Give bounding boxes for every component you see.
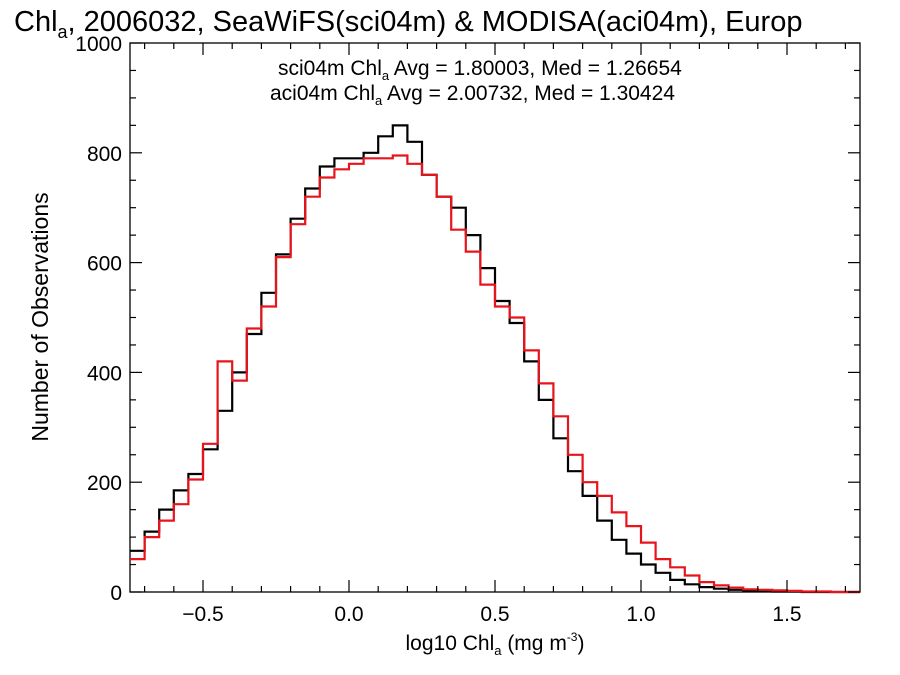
y-tick-label: 600 [87, 253, 122, 276]
y-tick-label: 800 [87, 143, 122, 166]
y-tick-label: 1000 [75, 33, 122, 56]
x-tick-label: 0.0 [334, 603, 363, 626]
plot-frame [129, 42, 861, 593]
stats-line-1: sci04m Chla Avg = 1.80003, Med = 1.26654 [278, 57, 682, 83]
x-tick-label: −0.5 [182, 603, 223, 626]
y-tick-label: 0 [110, 582, 122, 605]
x-axis-label: log10 Chla (mg m-3) [406, 630, 585, 658]
x-tick-label: 0.5 [480, 603, 509, 626]
stats-line-2: aci04m Chla Avg = 2.00732, Med = 1.30424 [270, 82, 675, 108]
axis-ticks: −0.5 0.0 0.5 1.0 1.5 0 200 400 600 800 1000 [75, 33, 860, 626]
series-2-line [130, 154, 860, 594]
x-tick-label: 1.0 [626, 603, 655, 626]
y-tick-label: 200 [87, 472, 122, 495]
y-tick-label: 400 [87, 362, 122, 385]
y-axis-label: Number of Observations [27, 192, 53, 441]
chart-title: Chla, 2006032, SeaWiFS(sci04m) & MODISA(… [14, 6, 802, 42]
series-group [130, 124, 860, 594]
series-1-line [130, 124, 860, 594]
x-tick-label: 1.5 [772, 603, 801, 626]
